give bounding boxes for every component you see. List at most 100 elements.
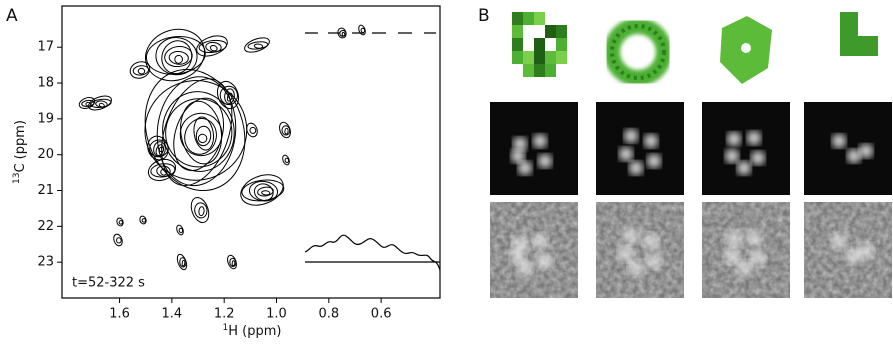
contour-line (139, 215, 147, 225)
contour-line (216, 80, 240, 110)
contour-line (116, 217, 124, 227)
density (727, 132, 741, 146)
contour-line (118, 220, 124, 225)
noise (702, 202, 790, 298)
contour-line (190, 196, 210, 224)
model-hole (741, 43, 751, 53)
contour-line (253, 43, 264, 49)
contour-line (196, 35, 228, 57)
contour-line (257, 186, 274, 197)
density (859, 144, 873, 158)
density (517, 260, 533, 276)
density (623, 228, 639, 244)
contour-line (358, 24, 366, 36)
class-average (596, 102, 684, 195)
density (646, 253, 662, 269)
density (533, 134, 547, 148)
contour-line (246, 122, 258, 138)
x-axis-label: 1H (ppm) (223, 323, 282, 339)
density (511, 149, 525, 163)
density (512, 236, 528, 252)
y-tick-label: 17 (37, 40, 54, 55)
contour-line (184, 118, 217, 155)
class-average (804, 102, 892, 195)
y-tick-label: 19 (37, 111, 54, 126)
panel-label: B (478, 6, 490, 26)
density (832, 134, 846, 148)
contour-line (224, 88, 235, 104)
density (831, 233, 847, 249)
contour-line (229, 257, 237, 267)
model-voxel (556, 38, 567, 51)
contour-line (156, 165, 171, 177)
label-text: H (ppm) (228, 324, 281, 339)
contour-line (197, 133, 208, 144)
contour-line (137, 67, 146, 75)
x-tick-label: 1.2 (214, 307, 235, 322)
x-tick-label: 0.8 (318, 307, 339, 322)
contour-line (164, 45, 193, 68)
contour-line (249, 126, 257, 134)
contour-line (179, 257, 187, 268)
contour-line (147, 158, 177, 182)
model-voxel (523, 64, 534, 77)
1d-spectrum (304, 234, 441, 271)
y-tick-label: 21 (37, 183, 54, 198)
density (624, 129, 638, 143)
noise (596, 202, 684, 298)
class-average (702, 102, 790, 195)
y-tick-label: 23 (37, 255, 54, 270)
contour-line (178, 227, 184, 234)
y-tick-label: 22 (37, 219, 54, 234)
contour-line (98, 102, 105, 108)
contour-line (253, 183, 274, 201)
density (647, 154, 661, 168)
contour-line (282, 154, 290, 166)
superscript: 13 (12, 173, 22, 184)
contour-line (88, 95, 112, 111)
model-voxel (523, 51, 534, 64)
density (537, 253, 553, 269)
density (858, 243, 874, 259)
contour-line (144, 68, 246, 192)
density (619, 147, 633, 161)
density (746, 230, 762, 246)
density (847, 149, 861, 163)
contour-line (162, 91, 235, 172)
model-voxel (512, 12, 523, 25)
contour-line (284, 157, 290, 164)
density (518, 161, 532, 175)
density (736, 260, 752, 276)
contour-line (168, 50, 189, 65)
contour-line (176, 224, 184, 236)
density (628, 260, 644, 276)
contour-line (341, 31, 346, 37)
density (538, 154, 552, 168)
x-tick-label: 1.0 (266, 307, 287, 322)
model-voxel (534, 64, 545, 77)
contour-line (132, 65, 149, 76)
density (751, 151, 765, 165)
annotation: t=52-322 s (72, 276, 145, 291)
model-voxel (512, 51, 523, 64)
density (513, 137, 527, 151)
contour-line (360, 27, 366, 34)
density (725, 149, 739, 163)
noise (804, 202, 892, 298)
contour-line (180, 100, 223, 165)
density (643, 233, 659, 249)
model-l (840, 12, 878, 56)
contour-line (281, 125, 291, 136)
model-voxel (512, 25, 523, 38)
model-voxel (523, 12, 534, 25)
contour-line (179, 112, 223, 157)
contour-line (141, 218, 147, 223)
contour-line (247, 41, 269, 50)
density (747, 131, 761, 145)
contour-line (231, 260, 236, 267)
contour-line (195, 125, 212, 147)
contour-line (284, 127, 289, 135)
contour-line (160, 168, 168, 176)
contour-line (113, 233, 123, 247)
contour-line (129, 61, 151, 79)
